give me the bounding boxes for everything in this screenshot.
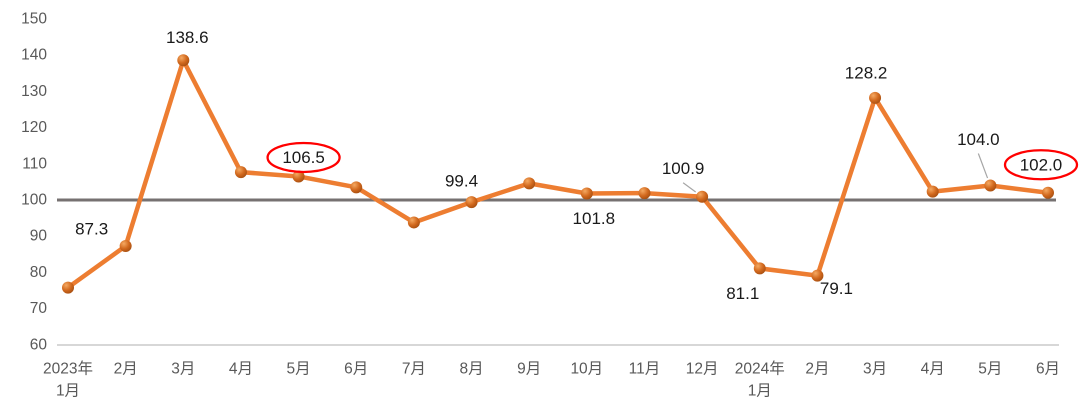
y-axis-tick-label: 80 bbox=[30, 264, 48, 281]
x-axis-tick-label: 2023年 bbox=[43, 360, 93, 378]
y-axis-tick-label: 120 bbox=[21, 119, 47, 136]
x-axis-tick-label: 6月 bbox=[1036, 361, 1060, 378]
x-axis-tick-label: 11月 bbox=[629, 361, 661, 378]
data-point-label: 104.0 bbox=[957, 130, 1000, 149]
y-axis-tick-label: 140 bbox=[21, 47, 47, 64]
x-axis-tick-label: 1月 bbox=[748, 383, 772, 400]
x-axis-tick-label: 3月 bbox=[863, 361, 887, 378]
data-point-marker bbox=[234, 166, 247, 179]
label-leader-line bbox=[682, 182, 697, 193]
data-point-marker bbox=[696, 190, 709, 203]
x-axis-tick-label: 4月 bbox=[229, 361, 253, 378]
y-axis-tick-label: 110 bbox=[22, 155, 47, 172]
y-axis-tick-label: 130 bbox=[21, 83, 47, 100]
x-axis-tick-label: 2月 bbox=[114, 361, 138, 378]
highlight-ellipse bbox=[266, 141, 341, 174]
highlight-ellipse bbox=[1003, 149, 1079, 181]
data-point-label: 106.5 bbox=[282, 148, 325, 167]
x-axis-tick-label: 12月 bbox=[686, 361, 719, 378]
data-point-label: 138.6 bbox=[166, 28, 209, 47]
data-point-marker bbox=[177, 54, 190, 67]
data-point-marker bbox=[869, 91, 882, 104]
data-point-marker bbox=[638, 187, 651, 200]
y-axis-tick-label: 70 bbox=[30, 300, 48, 317]
data-point-marker bbox=[350, 181, 363, 194]
x-axis-tick-label: 3月 bbox=[171, 361, 195, 378]
data-point-marker bbox=[1042, 186, 1054, 199]
data-point-marker bbox=[465, 196, 478, 209]
data-point-label: 101.8 bbox=[573, 209, 616, 228]
series-line bbox=[65, 58, 1051, 290]
data-point-marker bbox=[407, 216, 420, 229]
data-point-marker bbox=[811, 269, 824, 282]
data-point-label: 79.1 bbox=[820, 279, 853, 298]
y-axis-tick-label: 90 bbox=[30, 228, 48, 245]
x-axis-tick-label: 4月 bbox=[921, 361, 945, 378]
data-point-label: 102.0 bbox=[1020, 155, 1063, 174]
x-axis-tick-label: 5月 bbox=[978, 361, 1002, 378]
x-axis-tick-label: 2月 bbox=[805, 361, 829, 378]
x-axis-tick-label: 1月 bbox=[56, 383, 80, 400]
x-axis-tick-label: 10月 bbox=[570, 361, 603, 378]
data-point-marker bbox=[292, 170, 305, 183]
x-axis-tick-label: 8月 bbox=[459, 361, 483, 378]
data-point-marker bbox=[753, 262, 766, 275]
x-axis-tick-label: 6月 bbox=[344, 361, 368, 378]
x-axis-tick-label: 9月 bbox=[517, 361, 541, 378]
x-axis-tick-label: 5月 bbox=[287, 361, 311, 378]
data-point-marker bbox=[62, 281, 74, 294]
data-point-marker bbox=[119, 239, 132, 252]
x-axis-tick-label: 7月 bbox=[402, 361, 426, 378]
data-point-marker bbox=[523, 177, 536, 190]
data-point-marker bbox=[926, 185, 939, 198]
data-point-label: 87.3 bbox=[75, 219, 108, 238]
data-point-marker bbox=[984, 179, 997, 192]
data-point-marker bbox=[580, 187, 593, 200]
data-point-label: 128.2 bbox=[845, 63, 888, 82]
y-axis-tick-label: 60 bbox=[30, 336, 48, 353]
data-point-label: 100.9 bbox=[662, 159, 705, 178]
y-axis-tick-label: 150 bbox=[21, 11, 47, 28]
label-leader-line bbox=[977, 153, 989, 179]
data-point-label: 81.1 bbox=[726, 284, 759, 303]
y-axis-tick-label: 100 bbox=[21, 192, 47, 209]
data-point-label: 99.4 bbox=[445, 172, 478, 191]
x-axis-tick-label: 2024年 bbox=[735, 360, 785, 378]
